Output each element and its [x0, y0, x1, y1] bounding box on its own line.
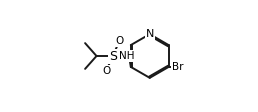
Text: Br: Br	[172, 62, 184, 72]
Text: NH: NH	[119, 51, 134, 61]
Text: O: O	[102, 66, 110, 76]
Text: O: O	[115, 36, 124, 46]
Text: S: S	[109, 50, 117, 62]
Text: N: N	[146, 29, 154, 39]
